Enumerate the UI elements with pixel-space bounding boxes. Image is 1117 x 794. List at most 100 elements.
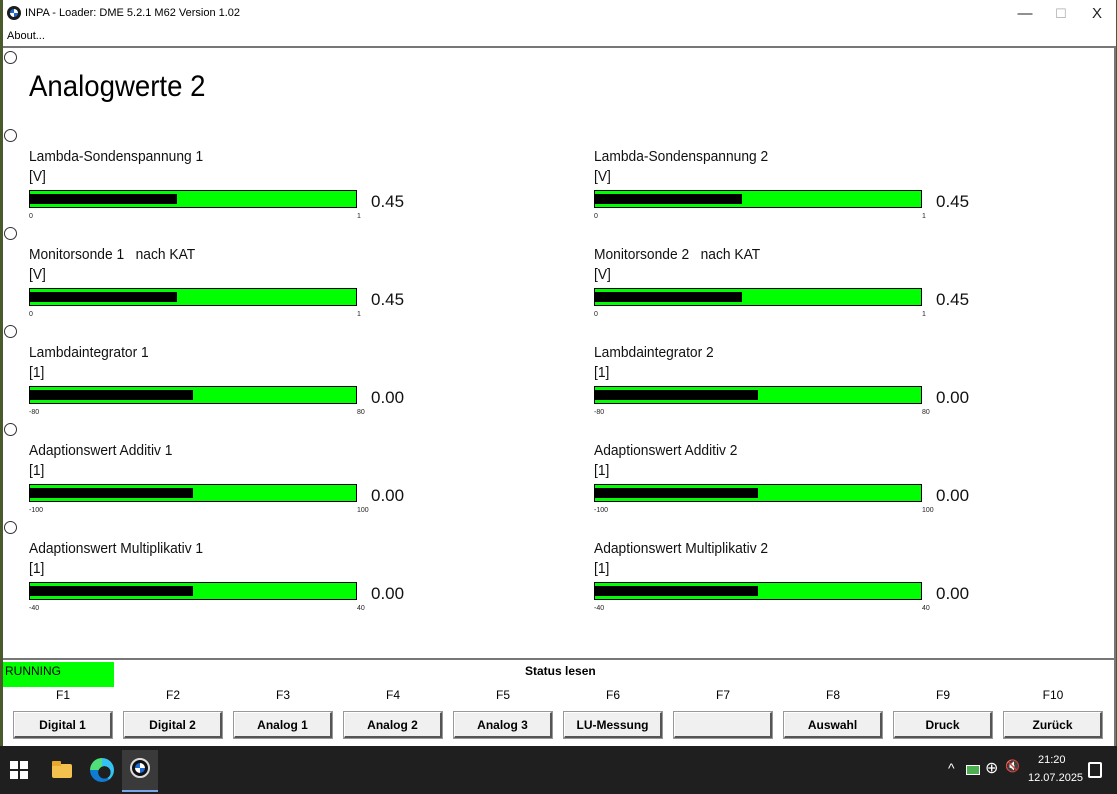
fkey-button-f3[interactable]: Analog 1 — [234, 712, 332, 738]
fkey-button-f9[interactable]: Druck — [894, 712, 992, 738]
gauge-4: Monitorsonde 2 nach KAT [V] 0.45 0 1 — [594, 246, 1014, 328]
gauge-value: 0.45 — [936, 192, 970, 211]
gauge-label: Monitorsonde 2 nach KAT — [594, 246, 761, 263]
gauge-min: 0 — [594, 311, 598, 318]
gauge-max: 80 — [357, 409, 365, 416]
gauge-bar — [594, 190, 922, 208]
fkey-button-f1[interactable]: Digital 1 — [14, 712, 112, 738]
gauge-label: Monitorsonde 1 nach KAT — [29, 246, 196, 263]
gauge-max: 100 — [357, 507, 369, 514]
gauge-value: 0.00 — [371, 584, 405, 603]
gauge-label: Adaptionswert Multiplikativ 2 — [594, 540, 769, 557]
fkey-label-f7: F7 — [715, 688, 730, 702]
gauge-max: 80 — [922, 409, 930, 416]
gauge-value: 0.00 — [371, 486, 405, 505]
gauge-value: 0.45 — [371, 290, 405, 309]
gauge-min: -80 — [29, 409, 40, 416]
gauge-value: 0.00 — [936, 388, 970, 407]
gauge-bar — [594, 386, 922, 404]
gauge-bar — [594, 288, 922, 306]
gauge-max: 100 — [922, 507, 934, 514]
gauge-unit: [V] — [29, 266, 46, 283]
gauge-min: 0 — [29, 213, 33, 220]
gauge-label: Lambda-Sondenspannung 1 — [29, 148, 204, 165]
gauge-min: 0 — [29, 311, 33, 318]
windows-start-icon[interactable] — [10, 761, 28, 779]
gauge-bar — [29, 582, 357, 600]
fkey-label-f2: F2 — [165, 688, 180, 702]
row-radio-6[interactable] — [4, 521, 17, 534]
fkey-button-f10[interactable]: Zurück — [1004, 712, 1102, 738]
maximize-button[interactable]: ☐ — [1055, 6, 1067, 21]
gauge-label: Adaptionswert Additiv 2 — [594, 442, 738, 459]
fkey-button-f6[interactable]: LU-Messung — [564, 712, 662, 738]
row-radio-5[interactable] — [4, 423, 17, 436]
gauge-value: 0.45 — [936, 290, 970, 309]
edge-browser-icon[interactable] — [90, 758, 114, 782]
fkey-button-f5[interactable]: Analog 3 — [454, 712, 552, 738]
gauge-unit: [1] — [29, 462, 45, 479]
menu-about[interactable]: About... — [7, 30, 45, 42]
gauge-value: 0.00 — [936, 584, 970, 603]
fkey-label-f5: F5 — [495, 688, 510, 702]
title-bar: INPA - Loader: DME 5.2.1 M62 Version 1.0… — [3, 0, 1116, 28]
gauge-10: Adaptionswert Multiplikativ 2 [1] 0.00 -40 4… — [594, 540, 1014, 622]
gauge-fill — [595, 586, 758, 596]
fkey-label-f10: F10 — [1042, 688, 1064, 702]
fkey-button-f8[interactable]: Auswahl — [784, 712, 882, 738]
gauge-fill — [30, 488, 193, 498]
row-radio-3[interactable] — [4, 227, 17, 240]
gauge-min: -40 — [594, 605, 605, 612]
gauge-max: 1 — [357, 311, 361, 318]
volume-muted-icon[interactable]: 🔇 — [1005, 759, 1020, 773]
gauge-unit: [1] — [594, 364, 610, 381]
gauge-label: Lambdaintegrator 1 — [29, 344, 149, 361]
taskbar: ^ ⊕ 🔇 21:20 12.07.2025 — [0, 746, 1117, 794]
gauge-6: Lambdaintegrator 2 [1] 0.00 -80 80 — [594, 344, 1014, 426]
gauge-5: Lambdaintegrator 1 [1] 0.00 -80 80 — [29, 344, 449, 426]
gauge-min: -40 — [29, 605, 40, 612]
gauge-min: -100 — [594, 507, 609, 514]
tray-chevron-icon[interactable]: ^ — [948, 760, 955, 776]
gauge-bar — [29, 190, 357, 208]
gauge-max: 1 — [357, 213, 361, 220]
gauge-value: 0.00 — [936, 486, 970, 505]
close-button[interactable]: X — [1091, 5, 1102, 22]
gauge-bar — [594, 582, 922, 600]
fkey-label-f8: F8 — [825, 688, 840, 702]
gauge-unit: [1] — [29, 364, 45, 381]
gauge-bar — [29, 288, 357, 306]
fkey-label-f3: F3 — [275, 688, 290, 702]
running-indicator: RUNNING — [3, 662, 114, 687]
fkey-button-f4[interactable]: Analog 2 — [344, 712, 442, 738]
tray-app-icon[interactable] — [966, 765, 980, 775]
gauge-min: 0 — [594, 213, 598, 220]
row-radio-2[interactable] — [4, 129, 17, 142]
status-panel: RUNNING Status lesen F1 Digital 1 F2 Digita… — [3, 658, 1116, 748]
gauge-fill — [595, 390, 758, 400]
inpa-taskbar-icon[interactable] — [122, 750, 158, 792]
gauge-bar — [594, 484, 922, 502]
gauge-fill — [30, 586, 193, 596]
file-explorer-icon[interactable] — [50, 758, 74, 782]
row-radio-4[interactable] — [4, 325, 17, 338]
minimize-button[interactable]: — — [1017, 5, 1033, 22]
gauge-8: Adaptionswert Additiv 2 [1] 0.00 -100 100 — [594, 442, 1014, 524]
gauge-value: 0.00 — [371, 388, 405, 407]
fkey-button-f7[interactable] — [674, 712, 772, 738]
gauge-fill — [595, 292, 742, 302]
clock-time[interactable]: 21:20 — [1038, 754, 1066, 766]
fkey-button-f2[interactable]: Digital 2 — [124, 712, 222, 738]
network-icon[interactable]: ⊕ — [985, 760, 999, 777]
notification-icon[interactable] — [1088, 762, 1102, 778]
gauge-min: -100 — [29, 507, 44, 514]
gauge-min: -80 — [594, 409, 605, 416]
gauge-unit: [V] — [29, 168, 46, 185]
gauge-unit: [1] — [594, 560, 610, 577]
clock-date[interactable]: 12.07.2025 — [1028, 772, 1084, 784]
gauge-fill — [595, 488, 758, 498]
gauge-value: 0.45 — [371, 192, 405, 211]
row-radio-1[interactable] — [4, 51, 17, 64]
window-title: INPA - Loader: DME 5.2.1 M62 Version 1.0… — [25, 7, 241, 19]
gauge-unit: [1] — [29, 560, 45, 577]
